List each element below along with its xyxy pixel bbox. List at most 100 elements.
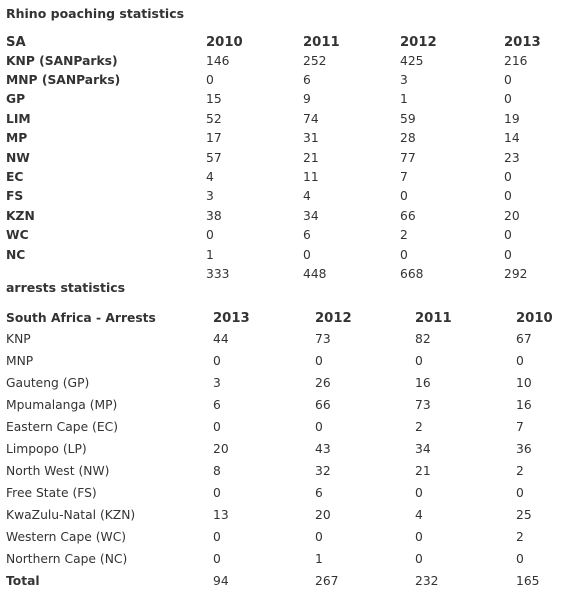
arrests-value-cell: 43	[315, 442, 331, 456]
poaching-label-cell: EC	[6, 170, 24, 185]
poaching-value-cell: 4	[206, 170, 214, 185]
poaching-label-cell: NW	[6, 150, 30, 165]
poaching-value-cell: 52	[206, 111, 222, 126]
arrests-value-cell: 0	[516, 552, 524, 566]
poaching-value-cell: 2013	[504, 35, 541, 50]
poaching-title: Rhino poaching statistics	[6, 6, 185, 21]
arrests-value-cell: 0	[315, 354, 323, 368]
arrests-row: Eastern Cape (EC) 0 0 2 7	[6, 416, 562, 438]
arrests-label-cell: Free State (FS)	[6, 486, 97, 500]
poaching-value-cell: 14	[504, 131, 520, 146]
arrests-value-cell: 2	[516, 530, 524, 544]
arrests-value-cell: 20	[213, 442, 229, 456]
poaching-value-cell: 11	[303, 170, 319, 185]
poaching-value-cell: 23	[504, 150, 520, 165]
arrests-value-cell: 165	[516, 574, 540, 588]
poaching-value-cell: 34	[303, 208, 319, 223]
poaching-label-cell: GP	[6, 92, 26, 107]
poaching-row: MNP (SANParks) 0 6 3 0	[6, 70, 562, 89]
poaching-row: GP 15 9 1 0	[6, 90, 562, 109]
poaching-value-cell: 0	[206, 228, 214, 243]
arrests-label-cell: South Africa - Arrests	[6, 311, 156, 325]
arrests-row: MNP 0 0 0 0	[6, 350, 562, 372]
arrests-value-cell: 7	[516, 420, 524, 434]
arrests-row: Limpopo (LP) 20 43 34 36	[6, 438, 562, 460]
arrests-label-cell: Mpumalanga (MP)	[6, 398, 118, 412]
arrests-value-cell: 73	[415, 398, 431, 412]
arrests-row: Gauteng (GP) 3 26 16 10	[6, 372, 562, 394]
arrests-label-cell: Limpopo (LP)	[6, 442, 87, 456]
poaching-value-cell: 333	[206, 266, 230, 281]
arrests-value-cell: 0	[213, 354, 221, 368]
arrests-row: Western Cape (WC) 0 0 0 2	[6, 526, 562, 548]
arrests-value-cell: 0	[213, 530, 221, 544]
poaching-row: EC 4 11 7 0	[6, 167, 562, 186]
arrests-label-cell: Total	[6, 574, 40, 588]
poaching-label-cell: LIM	[6, 111, 31, 126]
arrests-value-cell: 0	[415, 486, 423, 500]
poaching-value-cell: 17	[206, 131, 222, 146]
arrests-total-row: Total 94 267 232 165	[6, 570, 562, 592]
poaching-value-cell: 28	[400, 131, 416, 146]
poaching-value-cell: 0	[206, 73, 214, 88]
arrests-label-cell: North West (NW)	[6, 464, 110, 478]
arrests-value-cell: 267	[315, 574, 339, 588]
arrests-value-cell: 3	[213, 376, 221, 390]
arrests-value-cell: 2011	[415, 310, 452, 326]
poaching-value-cell: 9	[303, 92, 311, 107]
poaching-value-cell: 0	[504, 170, 512, 185]
arrests-value-cell: 13	[213, 508, 229, 522]
arrests-value-cell: 26	[315, 376, 331, 390]
poaching-value-cell: 21	[303, 150, 319, 165]
poaching-value-cell: 0	[504, 73, 512, 88]
poaching-value-cell: 0	[504, 228, 512, 243]
poaching-value-cell: 0	[504, 92, 512, 107]
arrests-value-cell: 4	[415, 508, 423, 522]
poaching-row: NW 57 21 77 23	[6, 148, 562, 167]
arrests-value-cell: 6	[213, 398, 221, 412]
arrests-value-cell: 2013	[213, 310, 250, 326]
arrests-value-cell: 73	[315, 332, 331, 346]
arrests-value-cell: 2010	[516, 310, 553, 326]
arrests-value-cell: 6	[315, 486, 323, 500]
poaching-value-cell: 0	[400, 247, 408, 262]
poaching-value-cell: 59	[400, 111, 416, 126]
poaching-row: LIM 52 74 59 19	[6, 109, 562, 128]
poaching-value-cell: 1	[400, 92, 408, 107]
poaching-value-cell: 6	[303, 73, 311, 88]
arrests-row: Northern Cape (NC) 0 1 0 0	[6, 548, 562, 570]
arrests-value-cell: 2012	[315, 310, 352, 326]
poaching-header-row: SA 2010 2011 2012 2013	[6, 34, 562, 51]
poaching-value-cell: 77	[400, 150, 416, 165]
arrests-value-cell: 94	[213, 574, 229, 588]
poaching-value-cell: 31	[303, 131, 319, 146]
poaching-value-cell: 57	[206, 150, 222, 165]
poaching-row: WC 0 6 2 0	[6, 226, 562, 245]
poaching-total-row: 333 448 668 292	[6, 264, 562, 283]
arrests-value-cell: 1	[315, 552, 323, 566]
arrests-value-cell: 0	[315, 530, 323, 544]
poaching-label-cell: MP	[6, 131, 28, 146]
arrests-value-cell: 2	[516, 464, 524, 478]
poaching-label-cell: KNP (SANParks)	[6, 53, 118, 68]
arrests-value-cell: 232	[415, 574, 439, 588]
poaching-value-cell: 20	[504, 208, 520, 223]
arrests-value-cell: 21	[415, 464, 431, 478]
poaching-value-cell: 2011	[303, 35, 340, 50]
arrests-value-cell: 0	[415, 552, 423, 566]
poaching-row: MP 17 31 28 14	[6, 129, 562, 148]
poaching-row: KNP (SANParks) 146 252 425 216	[6, 51, 562, 70]
poaching-row: FS 3 4 0 0	[6, 187, 562, 206]
arrests-value-cell: 0	[213, 420, 221, 434]
poaching-value-cell: 0	[303, 247, 311, 262]
poaching-table: SA 2010 2011 2012 2013 KNP (SANParks) 146 252 42…	[6, 34, 562, 284]
poaching-value-cell: 19	[504, 111, 520, 126]
poaching-value-cell: 2010	[206, 35, 243, 50]
arrests-value-cell: 0	[213, 486, 221, 500]
arrests-value-cell: 20	[315, 508, 331, 522]
arrests-value-cell: 82	[415, 332, 431, 346]
arrests-value-cell: 16	[415, 376, 431, 390]
poaching-value-cell: 292	[504, 266, 528, 281]
poaching-label-cell: SA	[6, 35, 26, 50]
arrests-value-cell: 2	[415, 420, 423, 434]
